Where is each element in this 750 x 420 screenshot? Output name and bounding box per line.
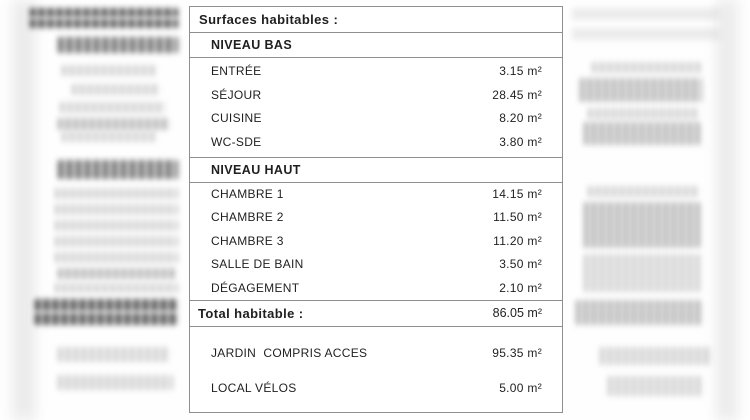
blurred-text-bar [58, 375, 173, 390]
blurred-text-bar [62, 132, 157, 142]
annex-rows: JARDIN COMPRIS ACCES 95.35 m² LOCAL VÉLOS 5… [190, 327, 562, 412]
blurred-text-bar [55, 236, 178, 247]
blurred-text-bar [60, 102, 165, 113]
row-label: JARDIN COMPRIS ACCES [211, 346, 368, 360]
blurred-text-bar [576, 300, 702, 325]
row-label: WC-SDE [211, 134, 262, 149]
blurred-text-bar [588, 108, 700, 119]
surface-table: Surfaces habitables : NIVEAU BAS ENTRÉE 3… [189, 6, 563, 413]
blurred-text-bar [72, 84, 160, 95]
blurred-text-bar [608, 376, 703, 396]
blurred-text-bar [584, 122, 700, 145]
section-rows-niveau-haut: CHAMBRE 1 14.15 m² CHAMBRE 2 11.50 m² CHAMBR… [190, 183, 562, 301]
blurred-text-bar [588, 186, 700, 197]
table-title: Surfaces habitables : [190, 7, 562, 33]
blurred-text-bar [58, 160, 178, 179]
section-header-niveau-bas: NIVEAU BAS [190, 33, 562, 58]
table-row: JARDIN COMPRIS ACCES 95.35 m² [190, 342, 562, 365]
blurred-text-bar [584, 202, 700, 248]
table-row: DÉGAGEMENT 2.10 m² [190, 277, 562, 301]
table-row: CHAMBRE 3 11.20 m² [190, 230, 562, 254]
table-row: LOCAL VÉLOS 5.00 m² [190, 377, 562, 400]
row-label: CHAMBRE 1 [211, 186, 284, 201]
row-value: 2.10 m² [499, 280, 542, 295]
blurred-text-bar [55, 188, 178, 199]
table-row: CHAMBRE 1 14.15 m² [190, 183, 562, 207]
row-label: LOCAL VÉLOS [211, 381, 297, 395]
blurred-text-bar [35, 299, 178, 311]
page-edge-shadow [12, 0, 36, 420]
blurred-text-bar [592, 62, 702, 73]
row-value: 8.20 m² [499, 111, 542, 125]
row-label: DÉGAGEMENT [211, 280, 300, 295]
table-row: SÉJOUR 28.45 m² [190, 84, 562, 108]
row-value: 95.35 m² [492, 346, 542, 360]
row-label: CHAMBRE 2 [211, 210, 284, 224]
row-value: 5.00 m² [499, 381, 542, 395]
blurred-text-bar [572, 8, 720, 20]
row-label: CHAMBRE 3 [211, 233, 284, 248]
row-value: 3.80 m² [499, 134, 542, 149]
blurred-text-bar [58, 37, 178, 53]
row-value: 28.45 m² [492, 87, 542, 102]
table-row: SALLE DE BAIN 3.50 m² [190, 253, 562, 277]
row-label: SALLE DE BAIN [211, 257, 304, 271]
blurred-text-bar [580, 78, 702, 102]
blurred-text-bar [30, 8, 178, 17]
blurred-text-bar [600, 347, 712, 365]
section-header-niveau-haut: NIVEAU HAUT [190, 158, 562, 183]
total-row: Total habitable : 86.05 m² [190, 301, 562, 327]
total-label: Total habitable : [198, 306, 304, 321]
page-edge-shadow [716, 0, 738, 420]
table-row: ENTRÉE 3.15 m² [190, 60, 562, 84]
total-value: 86.05 m² [492, 306, 542, 320]
blurred-text-bar [58, 347, 170, 362]
row-label: CUISINE [211, 111, 262, 125]
row-label: ENTRÉE [211, 64, 262, 78]
blurred-text-bar [58, 268, 176, 279]
row-label: SÉJOUR [211, 87, 262, 102]
row-value: 3.15 m² [499, 64, 542, 78]
blurred-text-bar [55, 220, 178, 231]
blurred-text-bar [35, 313, 178, 325]
blurred-text-bar [58, 118, 170, 130]
row-value: 11.20 m² [493, 233, 542, 248]
table-row: WC-SDE 3.80 m² [190, 131, 562, 155]
table-row: CUISINE 8.20 m² [190, 107, 562, 131]
row-value: 3.50 m² [499, 257, 542, 271]
blurred-text-bar [62, 65, 157, 76]
blurred-text-bar [55, 283, 178, 293]
blurred-text-bar [30, 19, 178, 28]
table-row: CHAMBRE 2 11.50 m² [190, 206, 562, 230]
blurred-text-bar [55, 204, 178, 215]
blurred-text-bar [584, 254, 700, 292]
row-value: 11.50 m² [493, 210, 542, 224]
blurred-text-bar [572, 28, 720, 40]
blurred-text-bar [55, 252, 178, 263]
row-value: 14.15 m² [492, 186, 542, 201]
section-rows-niveau-bas: ENTRÉE 3.15 m² SÉJOUR 28.45 m² CUISINE 8.20 m… [190, 58, 562, 158]
